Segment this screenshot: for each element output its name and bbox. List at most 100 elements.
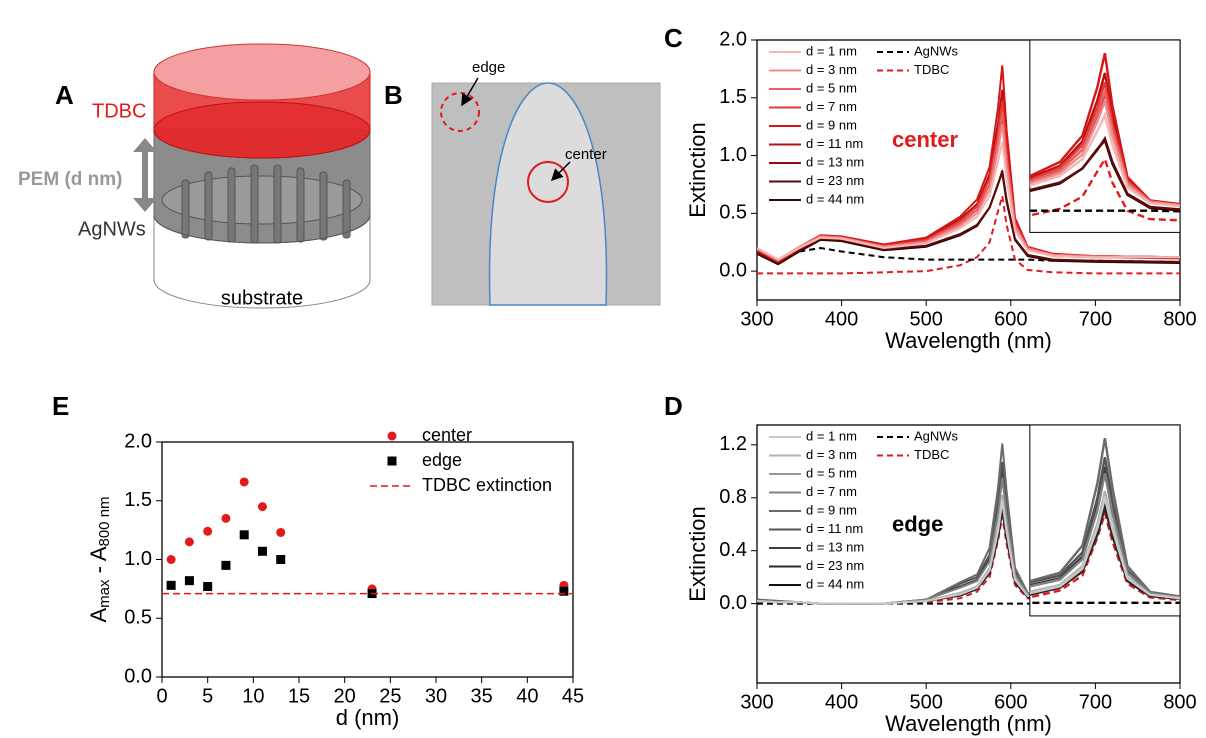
agnws-label: AgNWs [78, 218, 146, 240]
legend-label: d = 23 nm [806, 173, 864, 188]
panel-label: C [664, 23, 683, 53]
agnw-edge [153, 214, 371, 244]
x-tick-label: 800 [1163, 308, 1196, 330]
x-tick-label: 10 [242, 685, 264, 707]
point [184, 576, 194, 586]
x-axis-label: Wavelength (nm) [885, 328, 1052, 353]
legend-marker [387, 456, 397, 466]
substrate-label: substrate [221, 287, 303, 309]
legend-label: d = 13 nm [806, 154, 864, 169]
x-tick-label: 15 [288, 685, 310, 707]
point [559, 586, 569, 596]
panel-label: A [55, 80, 74, 110]
legend-label: d = 9 nm [806, 117, 857, 132]
series-line [799, 246, 1180, 263]
point [221, 560, 231, 570]
x-tick-label: 5 [202, 685, 213, 707]
point [239, 477, 249, 487]
y-tick-label: 1.0 [124, 548, 152, 570]
series-line [757, 141, 1180, 261]
y-axis-label-part: - A [86, 546, 111, 579]
series-line [757, 170, 1180, 265]
legend-label: d = 1 nm [806, 428, 857, 443]
x-tick-label: 700 [1079, 308, 1112, 330]
x-tick-label: 600 [994, 308, 1027, 330]
legend-label: d = 23 nm [806, 558, 864, 573]
panel-b: B edge center [384, 59, 661, 306]
x-tick-label: 20 [334, 685, 356, 707]
legend-label: TDBC [914, 62, 949, 77]
x-tick-label: 300 [740, 691, 773, 713]
y-tick-label: 0.8 [719, 486, 747, 508]
point [203, 582, 213, 592]
y-tick-label: 0.5 [719, 202, 747, 224]
x-tick-label: 500 [910, 308, 943, 330]
legend-label: d = 1 nm [806, 43, 857, 58]
x-tick-label: 25 [379, 685, 401, 707]
legend-label: AgNWs [914, 428, 959, 443]
point [203, 526, 213, 536]
y-axis-label-part: A [86, 608, 111, 623]
edge-arrow [461, 77, 479, 107]
inset-line [1029, 496, 1180, 600]
point [221, 513, 231, 523]
x-tick-label: 500 [910, 691, 943, 713]
legend-label: d = 3 nm [806, 62, 857, 77]
inset-group [1029, 53, 1180, 222]
y-axis-label: Extinction [685, 122, 710, 217]
annotation: edge [892, 511, 943, 536]
agnw-layer [161, 175, 363, 225]
inset-group [1029, 438, 1180, 604]
inset-frame [1029, 424, 1181, 617]
panel-a: A TDBC PEM (d nm) AgNWs substrate [18, 43, 371, 309]
point [166, 580, 176, 590]
y-axis-label: Amax - A800 nm [86, 496, 113, 622]
tdbc-top [153, 43, 371, 101]
point [257, 546, 267, 556]
edge-circle [440, 92, 480, 132]
legend-label: d = 44 nm [806, 576, 864, 591]
y-tick-label: 2.0 [124, 430, 152, 452]
x-tick-label: 45 [562, 685, 584, 707]
legend-label: d = 13 nm [806, 539, 864, 554]
center-label: center [565, 146, 607, 163]
nanowires [181, 164, 351, 244]
legend-label: d = 3 nm [806, 447, 857, 462]
inset-line [1029, 135, 1180, 211]
pem-label: PEM (d nm) [18, 169, 123, 190]
inset-line [1029, 111, 1180, 208]
legend-marker [387, 431, 397, 441]
x-axis-label: Wavelength (nm) [885, 711, 1052, 736]
x-tick-label: 600 [994, 691, 1027, 713]
x-tick-label: 30 [425, 685, 447, 707]
y-tick-label: 0.0 [124, 665, 152, 687]
y-tick-label: 0.5 [124, 607, 152, 629]
x-tick-label: 400 [825, 308, 858, 330]
y-tick-label: 0.0 [719, 592, 747, 614]
point [184, 537, 194, 547]
point [166, 555, 176, 564]
legend-label: d = 11 nm [806, 136, 863, 151]
tdbc-label: TDBC [92, 100, 146, 122]
x-tick-label: 800 [1163, 691, 1196, 713]
x-tick-label: 300 [740, 308, 773, 330]
legend-label: center [422, 425, 472, 445]
x-axis-label: d (nm) [336, 705, 400, 730]
nanowire-outline [488, 82, 608, 306]
x-tick-label: 35 [471, 685, 493, 707]
series-group [757, 65, 1180, 275]
x-tick-label: 400 [825, 691, 858, 713]
point [276, 555, 286, 564]
x-tick-label: 0 [156, 685, 167, 707]
tdbc-bottom [153, 101, 371, 159]
legend-label: d = 7 nm [806, 99, 857, 114]
legend-label: d = 11 nm [806, 521, 863, 536]
legend-label: TDBC extinction [422, 475, 552, 495]
y-axis-label: Extinction [685, 506, 710, 601]
panel-label: E [52, 391, 69, 421]
point [257, 502, 267, 512]
legend-label: d = 44 nm [806, 191, 864, 206]
legend-label: AgNWs [914, 43, 959, 58]
point [276, 527, 286, 537]
